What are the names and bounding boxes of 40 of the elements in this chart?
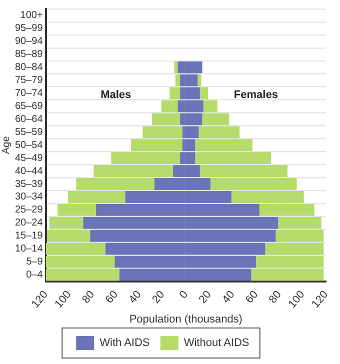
y-tick-label: 55–59 — [14, 126, 44, 138]
y-tick-label: 85–89 — [14, 49, 44, 60]
y-tick-label: 5–9 — [26, 256, 44, 268]
y-tick-label: 15–19 — [14, 230, 44, 242]
y-tick-label: 70–74 — [14, 88, 44, 100]
legend-label: With AIDS — [100, 337, 150, 350]
y-axis-title: Age — [0, 136, 12, 154]
x-tick-label: 40 — [126, 288, 144, 306]
y-tick-label: 75–79 — [14, 75, 44, 86]
y-tick-label: 10–14 — [14, 244, 44, 255]
x-tick-label: 60 — [103, 288, 120, 306]
annotation: Females — [234, 88, 278, 101]
x-tick-label: 0 — [177, 288, 191, 302]
x-axis-title: Population (thousands) — [129, 313, 242, 326]
legend-label: Without AIDS — [184, 337, 250, 350]
y-tick-label: 35–39 — [14, 178, 44, 190]
y-tick-label: 0–4 — [26, 270, 44, 281]
y-tick-label: 45–49 — [14, 152, 44, 164]
x-tick-label: 80 — [80, 288, 98, 306]
y-tick-label: 95–99 — [14, 23, 44, 34]
y-tick-label: 80–84 — [14, 62, 44, 74]
y-tick-label: 100+ — [20, 10, 43, 22]
y-tick-label: 60–64 — [14, 114, 44, 125]
annotation: Males — [100, 88, 132, 101]
y-tick-label: 90–94 — [14, 36, 44, 48]
y-tick-label: 40–44 — [14, 166, 44, 177]
x-tick-label: 20 — [196, 288, 214, 306]
x-tick-label: 60 — [244, 288, 261, 306]
x-tick-label: 100 — [52, 288, 74, 310]
x-tick-label: 20 — [150, 288, 168, 306]
x-tick-label: 40 — [220, 288, 238, 306]
y-tick-label: 20–24 — [14, 218, 44, 229]
x-tick-label: 80 — [266, 288, 284, 306]
x-tick-label: 120 — [310, 288, 331, 310]
x-tick-label: 100 — [286, 288, 308, 310]
y-tick-label: 50–54 — [14, 140, 44, 151]
y-tick-label: 30–34 — [14, 192, 44, 203]
y-tick-label: 25–29 — [14, 204, 44, 216]
y-tick-label: 65–69 — [14, 100, 44, 112]
x-tick-label: 120 — [29, 288, 50, 310]
